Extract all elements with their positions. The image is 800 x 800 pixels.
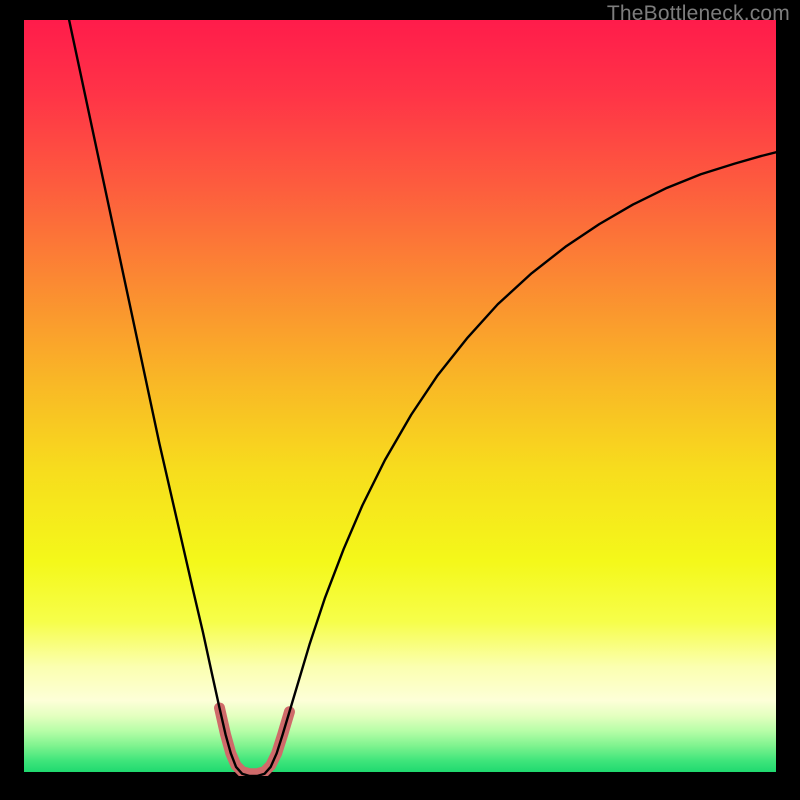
bottleneck-curve [69, 20, 776, 776]
chart-frame: TheBottleneck.com [0, 0, 800, 800]
watermark-text: TheBottleneck.com [607, 2, 790, 26]
curve-layer [24, 20, 776, 776]
valley-highlight [220, 708, 290, 774]
plot-area [24, 20, 776, 776]
